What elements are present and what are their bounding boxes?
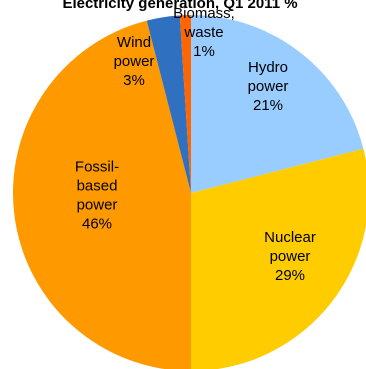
data-label-line: Biomass, <box>173 5 235 22</box>
data-label-line: power <box>114 53 155 70</box>
data-label-line: Fossil- <box>75 159 119 176</box>
data-label-fossil-based-power: Fossil-based power 46% <box>75 159 119 233</box>
data-label-line: Hydro <box>248 59 288 76</box>
data-label-line: waste <box>183 24 223 41</box>
data-label-line: power <box>77 197 118 214</box>
pie-slice-wind-power <box>146 15 191 193</box>
data-label-nuclear-power: Nuclear power 29% <box>264 229 316 284</box>
data-label-biomass-waste: Biomass, waste 1% <box>173 5 235 60</box>
data-label-line: power <box>270 248 311 265</box>
data-label-value: 46% <box>82 216 112 233</box>
pie-slices <box>13 14 366 369</box>
data-label-value: 3% <box>123 72 145 89</box>
data-label-line: power <box>248 78 289 95</box>
pie-slice-hydro-power <box>191 15 364 193</box>
chart-title: Electricity generation, Q1 2011 % <box>62 0 297 12</box>
data-label-line: Wind <box>117 34 151 51</box>
data-label-value: 21% <box>253 97 283 114</box>
pie-slice-fossil-based-power <box>13 20 191 369</box>
pie-labels: Hydro power 21% Nuclear power 29% Fossil-based… <box>75 5 316 284</box>
data-label-hydro-power: Hydro power 21% <box>248 59 289 114</box>
data-label-wind-power: Wind power 3% <box>114 34 155 89</box>
data-label-value: 29% <box>275 267 305 284</box>
data-label-value: 1% <box>193 43 215 60</box>
pie-slice-nuclear-power <box>191 148 366 369</box>
pie-slice-biomass-waste <box>179 14 191 193</box>
data-label-line: Nuclear <box>264 229 316 246</box>
data-label-line: based <box>77 178 118 195</box>
